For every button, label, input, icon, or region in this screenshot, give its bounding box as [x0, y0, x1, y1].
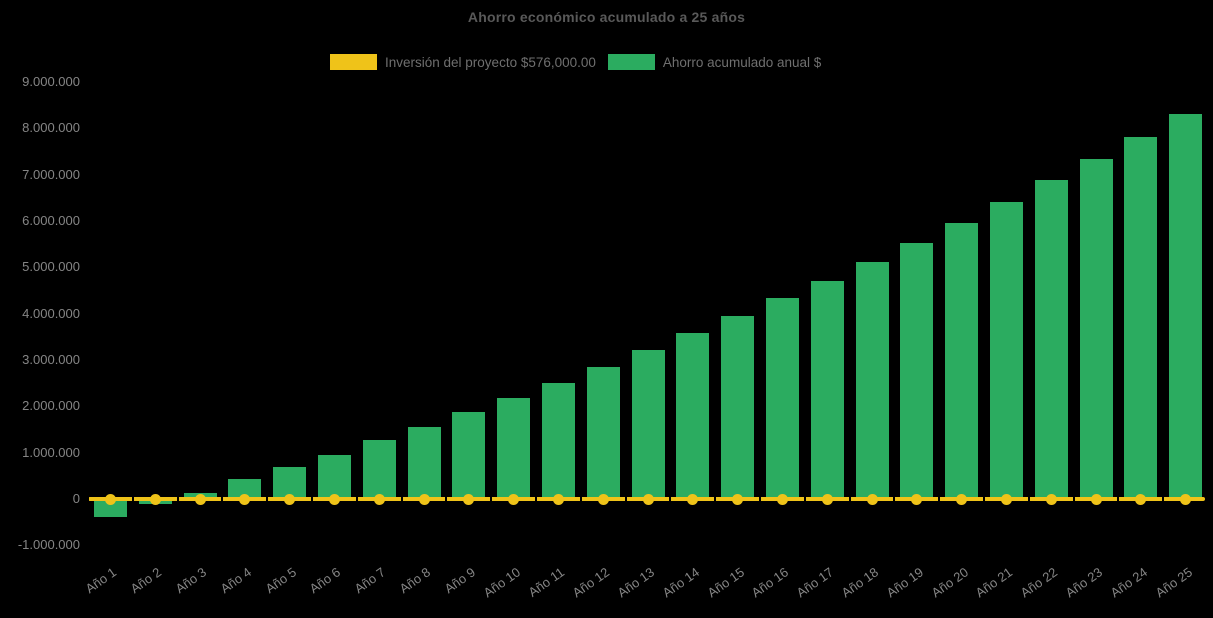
category-axis-tick: [938, 495, 941, 505]
investment-line-marker: [149, 493, 161, 505]
y-axis-tick-label: 3.000.000: [22, 352, 80, 367]
investment-line-marker: [642, 493, 654, 505]
bar-año-22: [1034, 180, 1068, 499]
investment-line-marker: [1090, 493, 1102, 505]
category-axis-tick: [1207, 495, 1209, 505]
category-axis-tick: [266, 495, 269, 505]
bar-año-24: [1124, 137, 1158, 499]
category-axis-tick: [221, 495, 224, 505]
investment-line-marker: [821, 493, 833, 505]
category-axis-tick: [983, 495, 985, 505]
bar-año-6: [317, 454, 351, 499]
category-axis-tick: [400, 495, 403, 505]
investment-line-marker: [194, 493, 206, 505]
category-axis-tick: [176, 495, 179, 505]
category-axis-tick: [87, 495, 89, 505]
category-axis-tick: [893, 495, 896, 505]
legend-item-investment: Inversión del proyecto $576,000.00: [330, 54, 596, 70]
investment-line-marker: [911, 493, 923, 505]
bar-año-7: [362, 440, 396, 499]
bar-año-9: [452, 412, 486, 499]
category-axis-tick: [1162, 495, 1165, 505]
investment-line-marker: [239, 493, 251, 505]
y-axis-tick-label: 9.000.000: [22, 74, 80, 90]
category-axis-tick: [490, 495, 493, 505]
investment-line-marker: [328, 493, 340, 505]
investment-line-marker: [1000, 493, 1012, 505]
bar-año-21: [989, 202, 1023, 499]
bar-año-1: [93, 499, 127, 517]
bar-año-17: [810, 281, 844, 499]
bar-año-10: [497, 397, 531, 499]
category-axis-tick: [445, 495, 448, 505]
category-axis-tick: [1072, 495, 1075, 505]
category-axis-tick: [624, 495, 627, 505]
bar-año-19: [900, 242, 934, 499]
legend-item-savings: Ahorro acumulado anual $: [607, 54, 822, 70]
bar-año-12: [586, 366, 620, 499]
y-axis-tick-label: 0: [72, 491, 80, 506]
category-axis-tick: [131, 495, 134, 505]
category-axis-tick: [759, 495, 761, 505]
investment-line-marker: [1180, 493, 1192, 505]
bar-año-16: [765, 298, 799, 499]
bar-año-15: [721, 316, 755, 499]
bar-año-4: [228, 479, 262, 499]
investment-line-marker: [1045, 493, 1057, 505]
y-axis-tick-label: 1.000.000: [22, 444, 80, 460]
investment-line-marker: [956, 493, 968, 505]
category-axis-tick: [535, 495, 537, 505]
legend: Inversión del proyecto $576,000.00 Ahorr…: [330, 54, 821, 70]
bar-año-25: [1169, 114, 1203, 499]
investment-line-marker: [373, 493, 385, 505]
investment-line-marker: [776, 493, 788, 505]
y-axis-tick-label: 4.000.000: [22, 305, 80, 321]
y-axis-tick-label: 6.000.000: [22, 213, 80, 229]
y-axis-tick-label: 5.000.000: [22, 259, 80, 275]
y-axis-tick-label: -1.000.000: [17, 537, 80, 553]
investment-line-marker: [104, 493, 116, 505]
legend-swatch-investment-icon: [330, 54, 377, 70]
legend-label-investment: Inversión del proyecto $576,000.00: [385, 54, 596, 70]
bar-año-23: [1079, 159, 1113, 499]
bar-año-13: [631, 350, 665, 499]
category-axis-tick: [669, 495, 672, 505]
bar-año-8: [407, 426, 441, 499]
category-axis-tick: [1117, 495, 1120, 505]
legend-swatch-savings-icon: [607, 54, 655, 70]
legend-label-savings: Ahorro acumulado anual $: [662, 54, 822, 70]
investment-line-marker: [508, 493, 520, 505]
bar-año-14: [676, 333, 710, 499]
investment-line-marker: [552, 493, 564, 505]
bar-año-20: [945, 222, 979, 499]
category-axis-tick: [714, 495, 717, 505]
bar-año-11: [541, 383, 575, 499]
investment-line-marker: [732, 493, 744, 505]
investment-line-marker: [687, 493, 699, 505]
category-axis-tick: [803, 495, 806, 505]
category-axis-tick: [579, 495, 582, 505]
y-axis-tick-label: 7.000.000: [22, 166, 80, 182]
category-axis-tick: [355, 495, 358, 505]
category-axis-tick: [1027, 495, 1030, 505]
category-axis-tick: [311, 495, 313, 505]
bar-año-18: [855, 261, 889, 499]
investment-line-marker: [463, 493, 475, 505]
chart-title: Ahorro económico acumulado a 25 años: [467, 9, 746, 25]
category-axis-tick: [848, 495, 851, 505]
y-axis-tick-label: 8.000.000: [22, 120, 80, 136]
investment-line-marker: [866, 493, 878, 505]
y-axis-tick-label: 2.000.000: [22, 398, 80, 414]
investment-line-marker: [1135, 493, 1147, 505]
investment-line-marker: [284, 493, 296, 505]
investment-line-marker: [597, 493, 609, 505]
investment-line-marker: [418, 493, 430, 505]
